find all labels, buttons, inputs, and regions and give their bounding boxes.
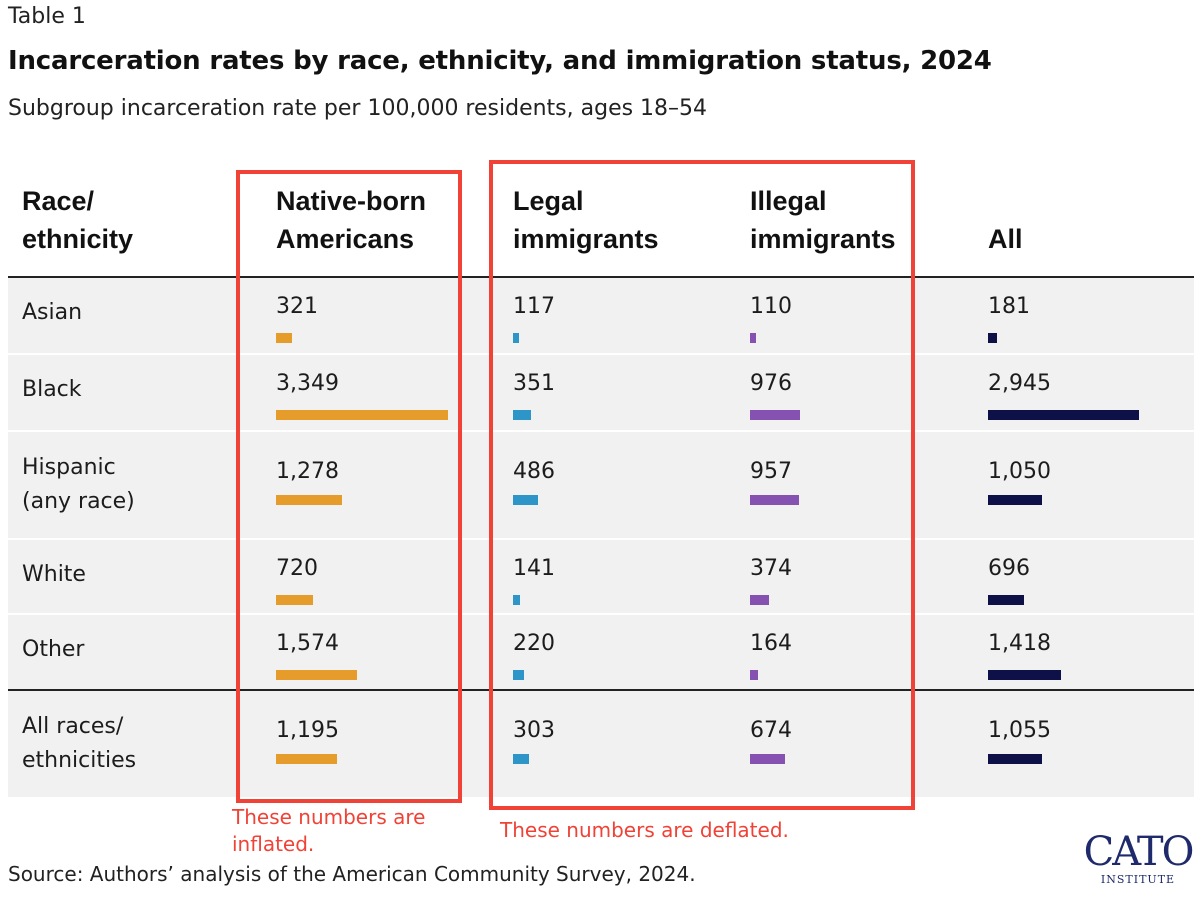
all-bar: [988, 595, 1024, 605]
legal-value: 351: [513, 371, 555, 396]
native-value: 1,278: [276, 459, 339, 484]
inflated-note: These numbers are inflated.: [232, 805, 426, 856]
row-label: Hispanic (any race): [22, 451, 135, 519]
native-bar: [276, 670, 357, 680]
row-label-line: ethnicities: [22, 748, 137, 773]
all-bar: [988, 754, 1042, 764]
row-label: Asian: [22, 296, 82, 330]
column-header-race: Race/ ethnicity: [22, 186, 134, 254]
all-bar: [988, 495, 1042, 505]
legal-bar: [513, 595, 520, 605]
row-label: White: [22, 558, 86, 592]
row-label-line: (any race): [22, 489, 135, 514]
legal-bar: [513, 670, 524, 680]
all-value: 181: [988, 294, 1030, 319]
header-rule: [8, 276, 1194, 279]
illegal-value: 674: [750, 718, 792, 743]
illegal-value: 164: [750, 631, 792, 656]
legal-bar: [513, 410, 531, 420]
native-bar: [276, 754, 337, 764]
row-separator: [8, 430, 1194, 432]
immigrants-highlight-box: [489, 160, 915, 810]
all-value: 2,945: [988, 371, 1051, 396]
native-value: 321: [276, 294, 318, 319]
row-label: Black: [22, 373, 82, 407]
illegal-bar: [750, 333, 756, 343]
legal-value: 117: [513, 294, 555, 319]
legal-bar: [513, 495, 538, 505]
row-label: Other: [22, 633, 84, 667]
native-value: 3,349: [276, 371, 339, 396]
illegal-value: 957: [750, 459, 792, 484]
illegal-bar: [750, 410, 800, 420]
table-label: Table 1: [8, 4, 86, 29]
all-value: 1,055: [988, 718, 1051, 743]
table-row: [8, 432, 1194, 538]
all-bar: [988, 410, 1139, 420]
column-header-native-born: Native-born Americans: [276, 186, 427, 254]
deflated-note: These numbers are deflated.: [500, 818, 789, 842]
row-label-line: White: [22, 562, 86, 587]
native-value: 1,574: [276, 631, 339, 656]
illegal-value: 110: [750, 294, 792, 319]
native-bar: [276, 595, 313, 605]
illegal-bar: [750, 595, 769, 605]
native-born-highlight-box: [236, 170, 462, 803]
legal-value: 303: [513, 718, 555, 743]
all-value: 1,050: [988, 459, 1051, 484]
illegal-bar: [750, 495, 799, 505]
source-note: Source: Authors’ analysis of the America…: [8, 862, 696, 886]
chart-subtitle: Subgroup incarceration rate per 100,000 …: [8, 96, 708, 121]
column-header-legal-immigrants: Legal immigrants: [513, 186, 659, 254]
column-header-illegal-immigrants: Illegal immigrants: [750, 186, 896, 254]
row-separator: [8, 538, 1194, 540]
table-row: [8, 691, 1194, 797]
legal-value: 486: [513, 459, 555, 484]
row-label: All races/ethnicities: [22, 710, 136, 778]
legal-bar: [513, 333, 519, 343]
row-label-line: Hispanic: [22, 455, 116, 480]
all-bar: [988, 670, 1061, 680]
all-bar: [988, 333, 997, 343]
native-value: 720: [276, 556, 318, 581]
illegal-value: 374: [750, 556, 792, 581]
illegal-value: 976: [750, 371, 792, 396]
illegal-bar: [750, 670, 758, 680]
cato-logo: CATO INSTITUTE: [1083, 829, 1195, 886]
row-label-line: Other: [22, 637, 85, 662]
row-label-line: Black: [22, 377, 82, 402]
legal-value: 141: [513, 556, 555, 581]
row-separator: [8, 613, 1194, 615]
totals-rule: [8, 689, 1194, 691]
column-header-all: All: [988, 224, 1023, 254]
native-bar: [276, 410, 448, 420]
legal-value: 220: [513, 631, 555, 656]
row-label-line: Asian: [22, 300, 83, 325]
native-bar: [276, 495, 342, 505]
row-separator: [8, 353, 1194, 355]
native-value: 1,195: [276, 718, 339, 743]
illegal-bar: [750, 754, 785, 764]
chart-title: Incarceration rates by race, ethnicity, …: [8, 46, 992, 76]
legal-bar: [513, 754, 529, 764]
native-bar: [276, 333, 292, 343]
all-value: 696: [988, 556, 1030, 581]
all-value: 1,418: [988, 631, 1051, 656]
row-label-line: All races/: [22, 714, 124, 739]
